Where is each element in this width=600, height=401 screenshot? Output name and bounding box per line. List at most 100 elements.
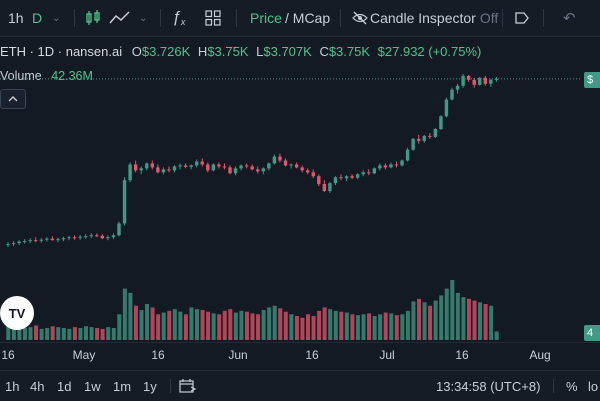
- candle-body: [95, 235, 99, 237]
- candle-body: [50, 238, 55, 241]
- volume-bar: [17, 326, 22, 340]
- symbol-title: ETH · 1D · nansen.ai: [0, 44, 123, 59]
- volume-bar: [256, 314, 261, 340]
- tag-label-icon[interactable]: [514, 0, 530, 36]
- line-chart-icon[interactable]: [109, 0, 131, 36]
- volume-bar: [261, 310, 266, 340]
- volume-bar: [466, 298, 471, 340]
- price-toggle[interactable]: Price: [250, 10, 282, 26]
- volume-bar: [89, 327, 94, 340]
- current-price-tag: $: [584, 72, 600, 88]
- volume-bar: [195, 309, 199, 340]
- eye-off-icon[interactable]: [352, 0, 368, 36]
- x-tick-label: Aug: [529, 348, 551, 362]
- volume-bar: [422, 302, 427, 340]
- candle-body: [56, 239, 60, 241]
- volume-bar: [11, 322, 16, 340]
- candle-body: [195, 161, 199, 166]
- undo-icon[interactable]: ↶: [563, 10, 576, 27]
- calendar-range-icon[interactable]: [179, 371, 197, 401]
- candle-inspector-label: Candle Inspector: [370, 10, 476, 26]
- interval-dropdown-chevron-icon[interactable]: ⌄: [52, 12, 61, 24]
- volume-bar: [95, 328, 100, 340]
- candle-body: [150, 163, 154, 168]
- volume-bar: [267, 307, 272, 340]
- volume-bar: [217, 314, 222, 340]
- volume-bar: [372, 316, 377, 340]
- ohlc-legend: ETH · 1D · nansen.ai O$3.726K H$3.75K L$…: [0, 44, 481, 59]
- candle-body: [211, 164, 216, 171]
- volume-bar: [39, 328, 44, 340]
- volume-bar: [389, 313, 394, 340]
- volume-bar: [167, 310, 172, 340]
- candle-body: [428, 135, 432, 137]
- change-value: $27.932 (+0.75%): [377, 44, 482, 59]
- volume-bar: [444, 288, 449, 340]
- candle-body: [61, 238, 66, 240]
- candle-body: [244, 165, 249, 167]
- volume-bar: [111, 328, 116, 340]
- candle-body: [455, 85, 460, 90]
- candle-body: [133, 164, 138, 171]
- candle-body: [300, 167, 304, 171]
- clock-timezone[interactable]: 13:34:58 (UTC+8): [436, 378, 541, 394]
- volume-bar: [344, 312, 349, 340]
- volume-bar: [161, 312, 166, 340]
- percent-scale-toggle[interactable]: %: [566, 378, 578, 394]
- mcap-toggle[interactable]: / MCap: [285, 10, 331, 26]
- volume-bar: [128, 292, 133, 340]
- range-4h-button[interactable]: 4h: [30, 378, 45, 394]
- candle-body: [461, 75, 465, 86]
- candle-body: [72, 237, 77, 239]
- range-1d-button[interactable]: 1d: [57, 378, 72, 394]
- candle-body: [328, 183, 332, 192]
- x-tick-label: May: [72, 348, 96, 362]
- candle-body: [372, 168, 376, 174]
- candle-body: [34, 240, 38, 242]
- candle-body: [494, 78, 499, 80]
- candle-inspector-state: Off: [479, 10, 499, 26]
- candle-body: [22, 241, 27, 243]
- volume-bar: [367, 313, 372, 340]
- interval-1h-button[interactable]: 1h: [8, 10, 24, 26]
- layout-grid-icon[interactable]: [205, 0, 221, 36]
- high-key: H: [197, 44, 208, 59]
- volume-bar: [478, 302, 483, 340]
- x-tick-label: Jun: [228, 348, 248, 362]
- range-1y-button[interactable]: 1y: [143, 378, 157, 394]
- volume-bar: [355, 315, 360, 340]
- volume-bar: [67, 328, 72, 340]
- toolbar-divider: [502, 9, 503, 27]
- log-scale-toggle[interactable]: lo: [588, 378, 599, 394]
- volume-bar: [22, 328, 27, 340]
- range-1w-button[interactable]: 1w: [84, 378, 101, 394]
- volume-bar: [483, 304, 488, 340]
- candle-body: [433, 129, 438, 137]
- volume-bar: [84, 326, 88, 340]
- candle-body: [206, 164, 210, 171]
- candlestick-chart-icon[interactable]: [84, 0, 102, 36]
- candle-body: [84, 236, 88, 238]
- volume-bar: [400, 314, 405, 340]
- candle-body: [239, 165, 243, 169]
- candle-body: [400, 160, 404, 166]
- volume-bar: [311, 316, 316, 340]
- volume-bar: [122, 288, 127, 340]
- range-1m-button[interactable]: 1m: [113, 378, 132, 394]
- volume-bar: [333, 310, 338, 340]
- volume-bar: [206, 311, 211, 340]
- candle-body: [411, 138, 415, 150]
- chart-type-chevron-icon[interactable]: ⌄: [139, 12, 148, 24]
- volume-bar: [461, 297, 466, 340]
- range-1h-button[interactable]: 1h: [5, 378, 20, 394]
- candle-inspector-toggle[interactable]: Candle Inspector Off: [370, 0, 498, 36]
- volume-bar: [450, 280, 455, 340]
- volume-bar: [200, 310, 205, 340]
- interval-d-button[interactable]: D: [32, 10, 43, 26]
- candle-body: [261, 168, 265, 172]
- volume-bar: [433, 300, 438, 340]
- collapse-legend-button[interactable]: [0, 89, 26, 109]
- volume-bar: [156, 314, 161, 340]
- price-chart[interactable]: [0, 36, 580, 342]
